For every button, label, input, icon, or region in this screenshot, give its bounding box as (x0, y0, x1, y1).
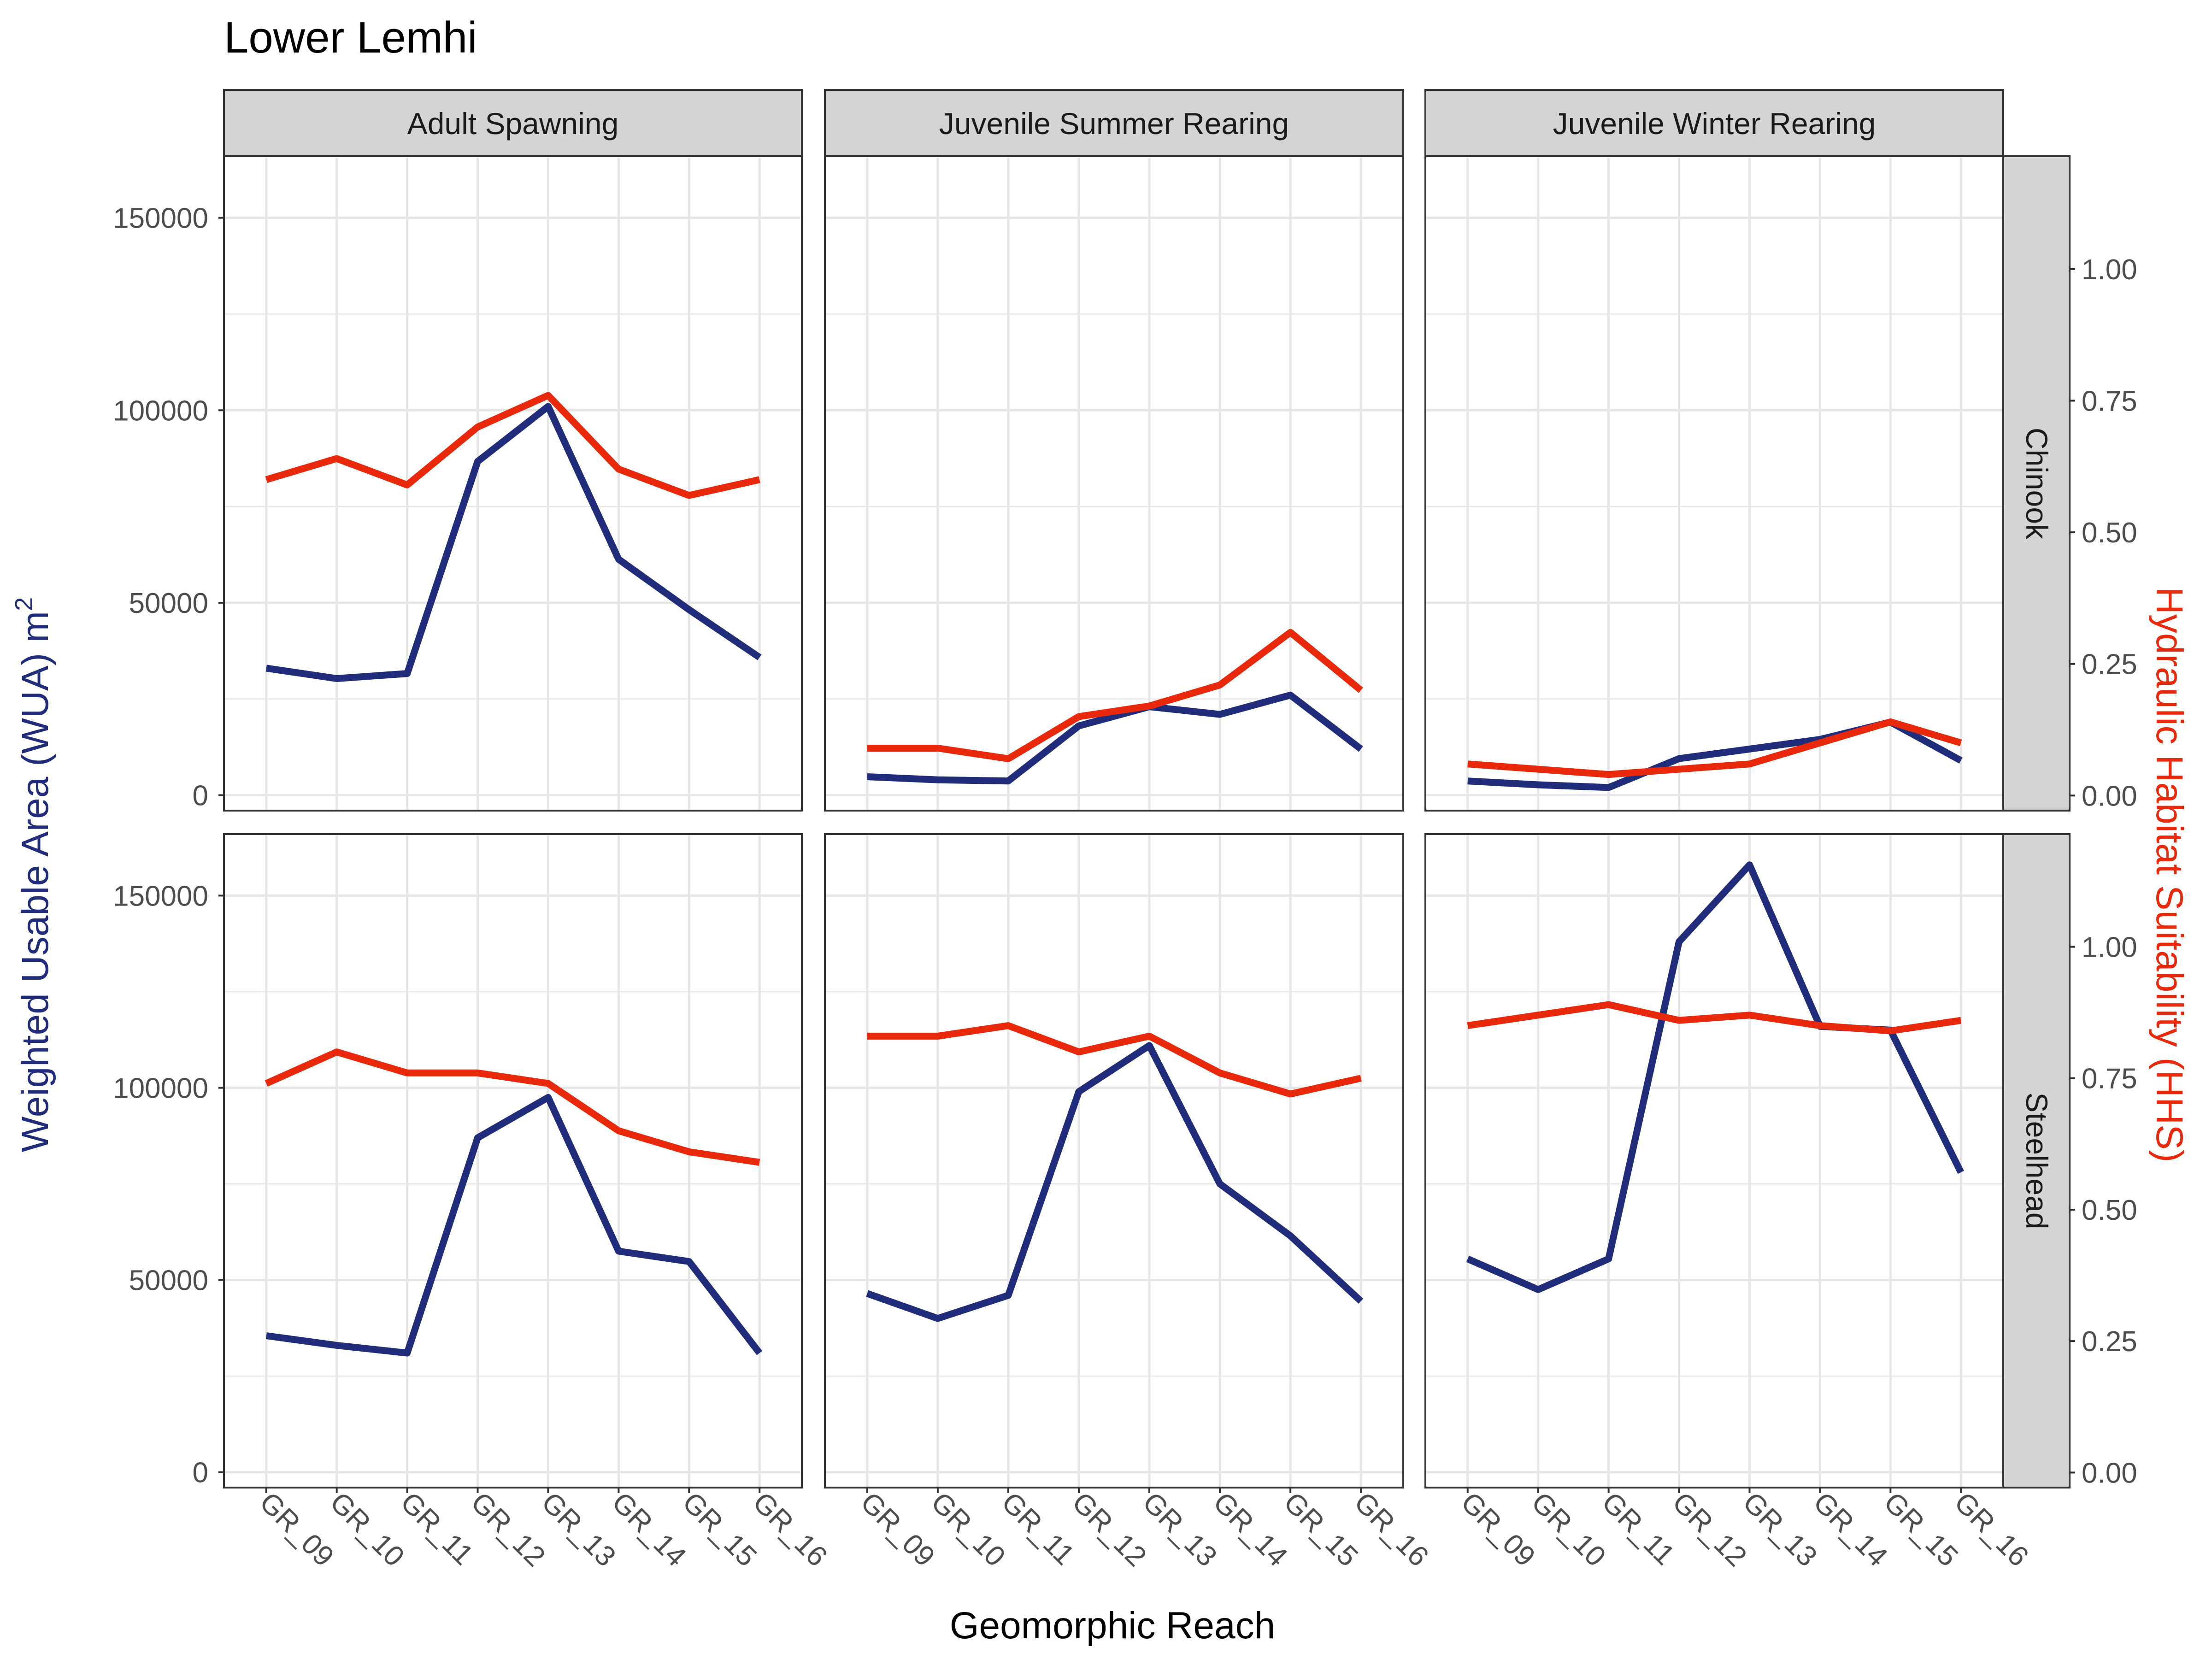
x-tick-label: GR_15 (676, 1486, 763, 1573)
x-tick-label: GR_09 (1455, 1486, 1541, 1573)
strip-label: Chinook (2020, 428, 2054, 540)
strip-background (2002, 833, 2071, 1488)
x-tick-label: GR_10 (1525, 1486, 1612, 1573)
x-tick-label: GR_16 (747, 1486, 833, 1573)
panels-layer (223, 155, 2004, 1488)
strip-adult-spawning: Adult Spawning (223, 89, 803, 157)
right-tick-label: 0.50 (2082, 1194, 2137, 1226)
right-tick-label: 0.25 (2082, 649, 2137, 681)
panel-juvenile-summer-rearing-steelhead (824, 833, 1404, 1488)
series-line-hhs (867, 629, 1363, 762)
x-tick-label: GR_15 (1877, 1486, 1964, 1573)
series-line-wua (866, 1042, 1364, 1322)
right-tick-label: 0.75 (2082, 1063, 2137, 1095)
right-tick-label: 0.25 (2082, 1326, 2137, 1358)
y-axis-left-title-main: Weighted Usable Area (WUA) m (14, 611, 56, 1152)
series-line-hhs (1467, 718, 1962, 778)
strip-chinook: Chinook (2002, 155, 2071, 812)
series-line-hhs (265, 392, 760, 499)
x-axis: GR_09GR_10GR_11GR_12GR_13GR_14GR_15GR_16… (253, 1486, 2035, 1573)
panel-adult-spawning-steelhead (223, 833, 803, 1488)
strip-background (223, 89, 803, 157)
strip-background (824, 89, 1404, 157)
x-tick-label: GR_11 (1596, 1486, 1681, 1571)
x-tick-label: GR_14 (606, 1486, 692, 1573)
series-line-hhs (1467, 1001, 1962, 1035)
strip-juvenile-winter-rearing: Juvenile Winter Rearing (1424, 89, 2004, 157)
right-tick-label: 0.50 (2082, 517, 2137, 549)
left-tick-label: 50000 (129, 1265, 208, 1297)
left-axis: 0 50000 100000 150000 0 50000 100000 150000 (113, 203, 224, 1489)
strip-label: Juvenile Summer Rearing (939, 106, 1289, 141)
right-tick-label: 0.00 (2082, 1457, 2137, 1489)
strip-background (2002, 155, 2071, 812)
x-tick-label: GR_14 (1807, 1486, 1894, 1573)
x-tick-label: GR_16 (1348, 1486, 1435, 1573)
left-tick-label: 150000 (113, 880, 208, 912)
strip-steelhead: Steelhead (2002, 833, 2071, 1488)
x-tick-label: GR_11 (995, 1486, 1080, 1571)
x-tick-label: GR_09 (854, 1486, 941, 1573)
x-tick-label: GR_12 (465, 1486, 552, 1573)
strip-label: Adult Spawning (407, 106, 619, 141)
panel-juvenile-winter-rearing-chinook (1424, 155, 2004, 812)
right-tick-label: 1.00 (2082, 254, 2137, 286)
x-tick-label: GR_12 (1666, 1486, 1753, 1573)
left-tick-label: 100000 (113, 395, 208, 427)
panel-background (224, 156, 802, 811)
x-tick-label: GR_09 (253, 1486, 340, 1573)
y-axis-left-title-superscript: 2 (10, 597, 38, 611)
x-tick-label: GR_15 (1277, 1486, 1364, 1573)
left-tick-label: 100000 (113, 1073, 208, 1105)
x-tick-label: GR_11 (394, 1486, 479, 1571)
y-axis-left-title: Weighted Usable Area (WUA) m2 (10, 597, 56, 1152)
x-axis-title: Geomorphic Reach (950, 1605, 1275, 1647)
x-tick-label: GR_13 (535, 1486, 622, 1573)
x-tick-label: GR_10 (324, 1486, 411, 1573)
series-line-wua (265, 403, 762, 682)
panel-background (1425, 834, 2003, 1488)
y-axis-right-title: Hydraulic Habitat Suitability (HHS) (2148, 587, 2190, 1163)
left-tick-label: 50000 (129, 588, 208, 619)
series-line-wua (265, 1094, 763, 1357)
right-tick-label: 0.00 (2082, 780, 2137, 812)
series-line-hhs (867, 1022, 1362, 1098)
strip-label: Steelhead (2020, 1092, 2054, 1229)
right-tick-label: 0.75 (2082, 385, 2137, 417)
left-tick-label: 0 (193, 1457, 208, 1489)
panel-background (224, 834, 802, 1488)
panel-juvenile-summer-rearing-chinook (824, 155, 1404, 812)
panel-background (1425, 156, 2003, 811)
facet-strips: Adult Spawning Juvenile Summer Rearing Juv… (223, 89, 2071, 1488)
right-axis: 0.00 0.25 0.50 0.75 1.00 0.00 0.25 0.50 0.75 1.00 (2070, 254, 2137, 1489)
series-line-hhs (265, 1048, 760, 1166)
x-tick-label: GR_13 (1737, 1486, 1824, 1573)
left-tick-label: 150000 (113, 203, 208, 235)
panel-juvenile-winter-rearing-steelhead (1424, 833, 2004, 1488)
panel-border (223, 833, 803, 1488)
panel-background (825, 834, 1403, 1488)
right-tick-label: 1.00 (2082, 931, 2137, 963)
x-tick-label: GR_10 (925, 1486, 1012, 1573)
panel-border (824, 833, 1404, 1488)
x-tick-label: GR_16 (1948, 1486, 2035, 1573)
strip-label: Juvenile Winter Rearing (1553, 106, 1876, 141)
x-tick-label: GR_13 (1136, 1486, 1223, 1573)
strip-background (1424, 89, 2004, 157)
panel-background (825, 156, 1403, 811)
x-tick-label: GR_14 (1207, 1486, 1294, 1573)
x-tick-label: GR_12 (1066, 1486, 1153, 1573)
panel-adult-spawning-chinook (223, 155, 803, 812)
chart-title: Lower Lemhi (224, 13, 477, 62)
strip-juvenile-summer-rearing: Juvenile Summer Rearing (824, 89, 1404, 157)
series-line-wua (867, 691, 1363, 785)
left-tick-label: 0 (193, 780, 208, 812)
